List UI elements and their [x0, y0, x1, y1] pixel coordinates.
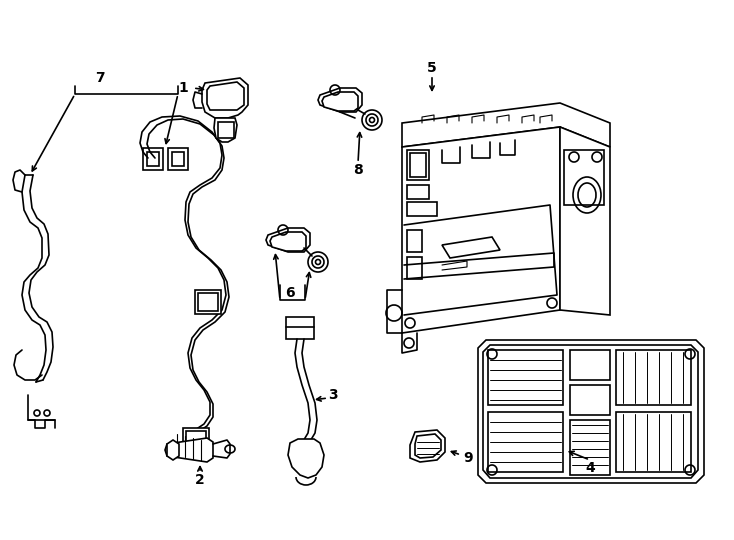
Polygon shape [266, 228, 310, 252]
Text: 1: 1 [178, 81, 188, 95]
Polygon shape [402, 127, 560, 333]
Polygon shape [483, 345, 698, 478]
Polygon shape [402, 103, 610, 147]
Bar [183, 428, 209, 456]
Bar [407, 257, 422, 279]
Polygon shape [415, 434, 441, 458]
Bar [147, 152, 159, 166]
Bar [168, 148, 188, 170]
Polygon shape [478, 340, 704, 483]
Polygon shape [207, 82, 244, 110]
Bar [564, 150, 604, 205]
Text: 8: 8 [353, 163, 363, 177]
Polygon shape [167, 440, 179, 460]
Polygon shape [322, 92, 358, 111]
Bar [488, 412, 563, 472]
Bar [407, 202, 437, 216]
Bar [407, 185, 429, 199]
Bar [570, 385, 610, 415]
Text: 5: 5 [427, 61, 437, 75]
Bar [172, 152, 184, 166]
Bar [570, 350, 610, 380]
Polygon shape [560, 127, 610, 315]
Bar [143, 148, 163, 170]
Text: 6: 6 [286, 286, 295, 300]
Text: 9: 9 [463, 451, 473, 465]
Polygon shape [288, 439, 324, 478]
Bar [407, 230, 422, 252]
Text: 7: 7 [95, 71, 105, 85]
Bar [407, 150, 429, 180]
Text: 4: 4 [585, 461, 595, 475]
Bar [195, 290, 221, 314]
Bar [616, 350, 691, 405]
Polygon shape [202, 78, 248, 118]
Bar [198, 293, 218, 311]
Bar [616, 412, 691, 472]
Bar [570, 420, 610, 475]
Polygon shape [165, 438, 213, 462]
Bar [488, 350, 563, 405]
Bar [410, 153, 426, 177]
Polygon shape [214, 118, 237, 142]
Text: 3: 3 [328, 388, 338, 402]
Bar [218, 122, 234, 138]
Text: 2: 2 [195, 473, 205, 487]
Polygon shape [442, 237, 500, 258]
Bar [186, 431, 206, 453]
Polygon shape [410, 430, 445, 462]
Polygon shape [270, 232, 306, 251]
Polygon shape [318, 88, 362, 112]
Bar [286, 317, 314, 339]
